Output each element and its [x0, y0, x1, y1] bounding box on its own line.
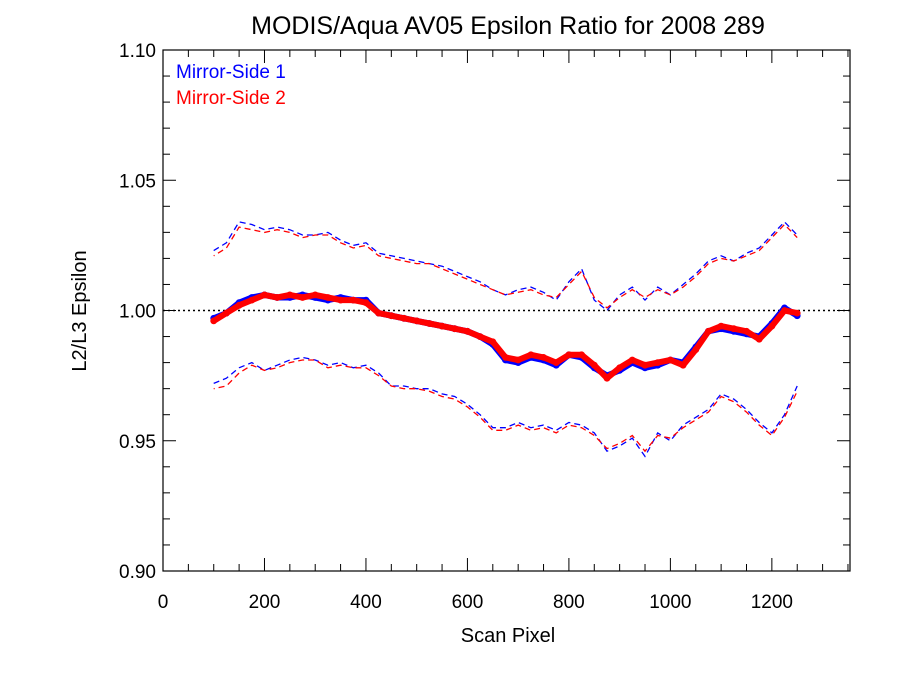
mirror-side-2-point: [451, 325, 459, 333]
mirror-side-2-point: [362, 299, 370, 307]
x-tick-label: 600: [452, 592, 484, 613]
legend: Mirror-Side 1 Mirror-Side 2: [176, 62, 286, 109]
y-axis-title: L2/L3 Epsilon: [69, 250, 91, 371]
mirror-side-2-point: [743, 327, 750, 335]
mirror-side-2-point: [514, 356, 522, 364]
mirror-side-2-point: [337, 296, 344, 304]
plot-area: [163, 220, 850, 458]
mirror-side-2-point: [235, 301, 243, 309]
x-tick-label: 0: [158, 592, 169, 613]
y-tick-label: 0.95: [119, 432, 156, 453]
legend-entry-mirror-side-2: Mirror-Side 2: [176, 88, 286, 109]
x-tick-label: 1000: [649, 592, 691, 613]
mirror-side-2-point: [641, 361, 649, 369]
mirror-side-2-point: [299, 294, 306, 301]
x-tick-label: 800: [553, 592, 585, 613]
mirror-side-2-point: [464, 327, 471, 335]
mirror-side-2-point: [793, 309, 801, 317]
mirror-side-2-point: [502, 354, 509, 361]
mirror-side-2-point: [261, 291, 268, 299]
mirror-side-2-point: [705, 327, 712, 335]
mirror-side-2-upper-bound-line: [213, 223, 798, 309]
mirror-side-2-lower-bound-line: [213, 359, 798, 453]
mirror-side-2-point: [400, 314, 408, 322]
mirror-side-2-point: [628, 356, 636, 364]
legend-entry-mirror-side-1: Mirror-Side 1: [176, 62, 286, 83]
x-tick-label: 1200: [751, 592, 793, 613]
mirror-side-1-mean-line: [210, 291, 801, 379]
mirror-side-2-point: [476, 333, 484, 340]
mirror-side-2-point: [210, 317, 218, 325]
mirror-side-2-point: [223, 309, 230, 317]
mirror-side-2-point: [755, 335, 763, 343]
mirror-side-2-mean-line: [210, 291, 801, 382]
mirror-side-2-point: [540, 354, 547, 361]
mirror-side-2-point: [730, 325, 738, 333]
x-tick-label: 200: [249, 592, 281, 613]
mirror-side-2-point: [413, 317, 421, 325]
mirror-side-2-point: [616, 364, 623, 372]
plot-frame: [162, 49, 851, 572]
mirror-side-2-point: [679, 361, 687, 369]
axes: 0 200 400 600 800 1000 1200 0.90 0.95 1.00 1.05 1.1…: [119, 41, 851, 613]
x-axis-title: Scan Pixel: [461, 625, 556, 647]
mirror-side-2-point: [438, 322, 446, 330]
mirror-side-2-point: [717, 322, 725, 330]
y-tick-label: 1.10: [119, 41, 156, 62]
mirror-side-2-point: [527, 351, 535, 359]
mirror-side-2-point: [667, 356, 674, 364]
mirror-side-2-point: [273, 294, 281, 301]
mirror-side-2-point: [552, 359, 560, 366]
mirror-side-2-point: [311, 291, 319, 299]
mirror-side-2-point: [349, 296, 357, 304]
mirror-side-1-upper-bound-line: [213, 220, 798, 312]
y-tick-label: 1.05: [119, 171, 156, 192]
mirror-side-1-lower-bound-line: [213, 356, 798, 458]
mirror-side-2-point: [578, 351, 585, 359]
y-tick-label: 0.90: [119, 562, 156, 583]
mirror-side-2-point: [565, 351, 573, 359]
mirror-side-2-point: [426, 320, 433, 327]
mirror-side-2-point: [387, 312, 395, 320]
y-tick-label: 1.00: [119, 302, 156, 323]
mirror-side-2-point: [781, 307, 788, 314]
mirror-side-2-point: [654, 359, 662, 366]
mirror-side-2-point: [248, 296, 256, 304]
mirror-side-2-point: [768, 322, 776, 330]
chart-title: MODIS/Aqua AV05 Epsilon Ratio for 2008 2…: [251, 12, 765, 40]
mirror-side-2-point: [603, 374, 611, 382]
mirror-side-2-point: [375, 309, 382, 317]
mirror-side-2-point: [692, 346, 700, 353]
mirror-side-2-point: [590, 361, 598, 369]
mirror-side-2-point: [286, 291, 294, 299]
mirror-side-2-point: [489, 338, 497, 346]
mirror-side-2-point: [324, 294, 332, 301]
x-tick-label: 400: [350, 592, 382, 613]
